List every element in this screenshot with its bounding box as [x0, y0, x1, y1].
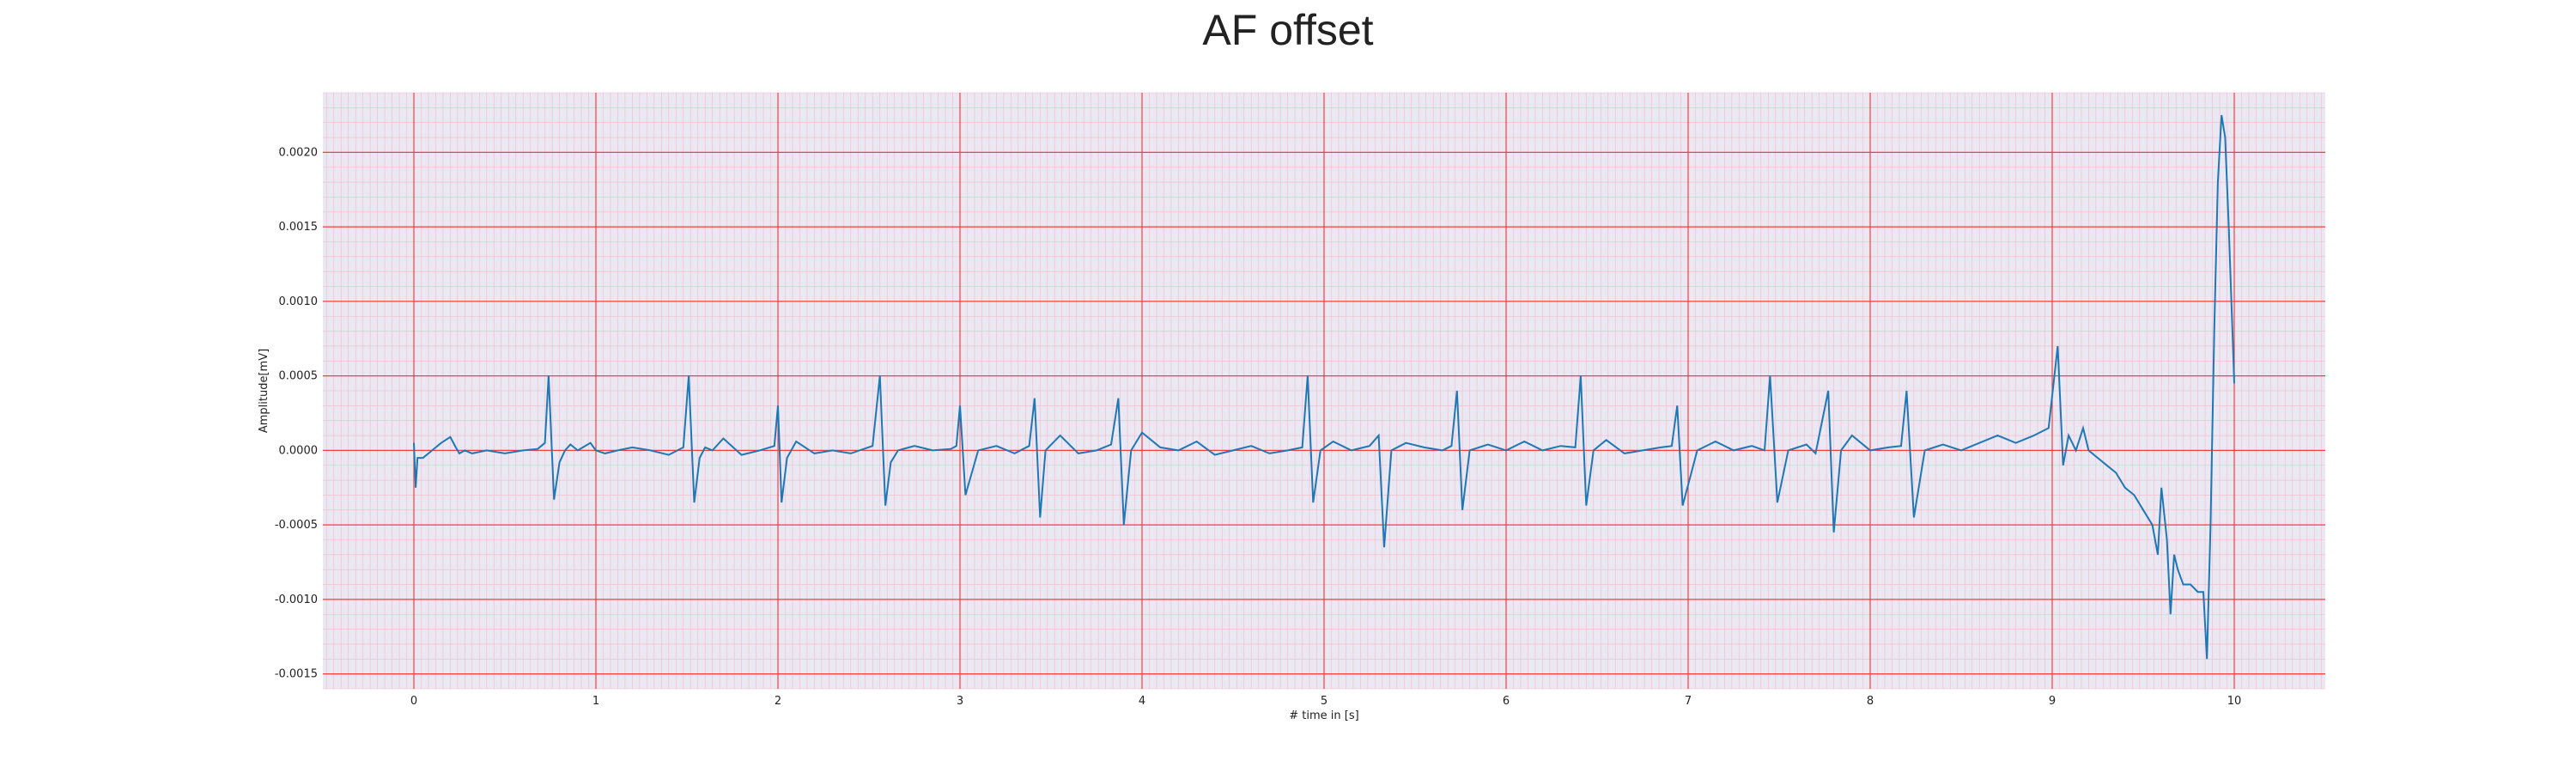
x-tick-label: 0	[410, 695, 417, 708]
x-tick-label: 3	[957, 695, 963, 708]
chart-title: AF offset	[1202, 6, 1373, 54]
y-tick-labels: -0.0015 -0.0010 -0.0005 0.0000 0.0005 0.0010 0…	[275, 146, 318, 680]
x-tick-label: 9	[2049, 695, 2056, 708]
y-tick-label: 0.0010	[279, 295, 319, 308]
x-tick-label: 8	[1867, 695, 1874, 708]
x-tick-label: 5	[1321, 695, 1327, 708]
y-tick-label: 0.0000	[279, 444, 319, 457]
x-tick-label: 7	[1685, 695, 1692, 708]
x-tick-label: 2	[775, 695, 781, 708]
x-tick-label: 1	[592, 695, 599, 708]
y-tick-label: 0.0005	[279, 370, 319, 383]
x-axis-label: # time in [s]	[1289, 709, 1358, 722]
x-tick-label: 6	[1503, 695, 1510, 708]
y-tick-label: -0.0015	[275, 668, 318, 681]
major-grid	[323, 93, 2325, 689]
y-tick-label: 0.0020	[279, 146, 319, 159]
y-tick-label: -0.0010	[275, 593, 318, 606]
y-axis-label: Amplitude[mV]	[258, 349, 270, 433]
x-tick-label: 10	[2227, 695, 2242, 708]
y-tick-label: -0.0005	[275, 519, 318, 532]
y-tick-label: 0.0015	[279, 221, 319, 234]
series-line	[413, 114, 2235, 660]
x-tick-label: 4	[1139, 695, 1145, 708]
x-tick-labels: 0 1 2 3 4 5 6 7 8 9 10	[410, 695, 2241, 708]
